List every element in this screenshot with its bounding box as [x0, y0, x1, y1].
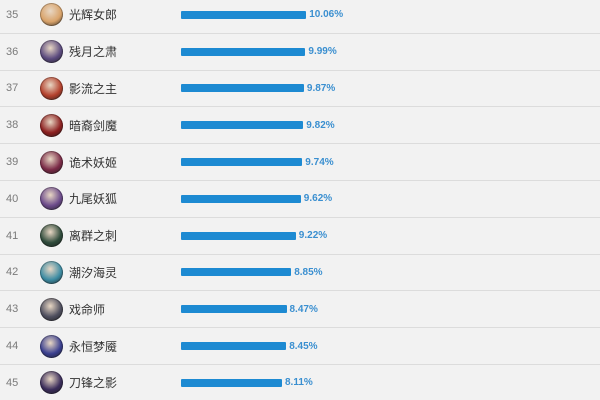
champion-name[interactable]: 残月之肃 [69, 45, 118, 60]
champion-name[interactable]: 九尾妖狐 [69, 192, 118, 207]
champion-name[interactable]: 影流之主 [69, 81, 118, 96]
list-item[interactable]: 42 潮汐海灵 8.85% [0, 255, 600, 292]
rank-number: 43 [6, 303, 19, 316]
list-item[interactable]: 45 刀锋之影 8.11% [0, 365, 600, 400]
champion-avatar-icon[interactable] [40, 76, 63, 100]
rate-bar [181, 378, 282, 387]
champion-avatar-icon[interactable] [40, 260, 63, 284]
rate-percent-label: 9.74% [305, 156, 334, 168]
rank-number: 45 [6, 376, 19, 389]
champion-avatar-icon[interactable] [40, 113, 63, 137]
champion-name[interactable]: 光辉女郎 [69, 8, 118, 23]
champion-name[interactable]: 离群之刺 [69, 229, 118, 244]
rate-percent-label: 8.85% [294, 266, 323, 278]
list-item[interactable]: 36 残月之肃 9.99% [0, 34, 600, 71]
list-item[interactable]: 35 光辉女郎 10.06% [0, 0, 600, 34]
rate-bar-group: 9.87% [181, 83, 335, 94]
champion-name[interactable]: 永恒梦魇 [69, 339, 118, 354]
rank-number: 41 [6, 229, 19, 242]
rate-bar [181, 10, 307, 19]
list-item[interactable]: 37 影流之主 9.87% [0, 71, 600, 108]
rank-number: 38 [6, 119, 19, 132]
rate-percent-label: 9.82% [306, 119, 335, 131]
rate-percent-label: 9.87% [306, 82, 336, 94]
rate-bar-group: 10.06% [181, 9, 343, 20]
rate-bar [181, 231, 296, 240]
champion-name[interactable]: 刀锋之影 [69, 376, 118, 391]
champion-avatar-icon[interactable] [40, 150, 63, 174]
champion-avatar-icon[interactable] [40, 334, 63, 358]
list-item[interactable]: 40 九尾妖狐 9.62% [0, 181, 600, 218]
rank-number: 36 [6, 45, 19, 58]
rate-percent-label: 8.11% [285, 377, 313, 389]
rank-number: 40 [6, 192, 19, 205]
rate-bar-group: 8.85% [181, 267, 323, 278]
champion-avatar-icon[interactable] [40, 3, 63, 27]
list-item[interactable]: 39 诡术妖姬 9.74% [0, 144, 600, 181]
rate-bar-group: 8.47% [181, 304, 318, 315]
list-item[interactable]: 41 离群之刺 9.22% [0, 218, 600, 255]
rate-bar-group: 9.74% [181, 157, 334, 168]
rate-bar-group: 9.99% [181, 46, 337, 57]
rate-percent-label: 9.22% [298, 230, 328, 242]
rate-bar [181, 342, 287, 351]
rate-bar-group: 9.82% [181, 120, 335, 131]
list-item[interactable]: 43 戏命师 8.47% [0, 291, 600, 329]
rate-bar [181, 268, 292, 277]
rank-number: 35 [6, 8, 19, 21]
champion-avatar-icon[interactable] [40, 187, 63, 211]
champion-avatar-icon[interactable] [40, 371, 63, 395]
rank-number: 44 [6, 340, 19, 353]
rate-bar-group: 8.45% [181, 341, 318, 352]
champion-name[interactable]: 潮汐海灵 [69, 265, 118, 280]
champion-avatar-icon[interactable] [40, 224, 63, 248]
champion-avatar-icon[interactable] [40, 40, 63, 64]
rank-number: 37 [6, 82, 19, 95]
rate-bar [181, 121, 304, 130]
rate-bar [181, 305, 287, 314]
rate-percent-label: 8.47% [289, 303, 318, 315]
rate-bar-group: 9.22% [181, 230, 327, 241]
rate-bar-group: 9.62% [181, 193, 332, 204]
rate-bar [181, 47, 306, 56]
rank-number: 42 [6, 266, 19, 279]
rank-number: 39 [6, 156, 19, 169]
rate-bar [181, 194, 301, 203]
list-item[interactable]: 38 暗裔剑魔 9.82% [0, 107, 600, 145]
champion-name[interactable]: 暗裔剑魔 [69, 118, 118, 133]
rate-percent-label: 8.45% [289, 340, 318, 352]
rate-percent-label: 9.99% [308, 46, 337, 58]
rate-bar [181, 84, 304, 93]
rate-percent-label: 10.06% [309, 9, 344, 21]
rate-bar-group: 8.11% [181, 377, 313, 388]
champion-avatar-icon[interactable] [40, 297, 63, 321]
rate-bar [181, 158, 303, 167]
champion-name[interactable]: 戏命师 [69, 302, 106, 317]
list-item[interactable]: 44 永恒梦魇 8.45% [0, 328, 600, 365]
champion-name[interactable]: 诡术妖姬 [69, 155, 118, 170]
rate-percent-label: 9.62% [303, 193, 333, 205]
